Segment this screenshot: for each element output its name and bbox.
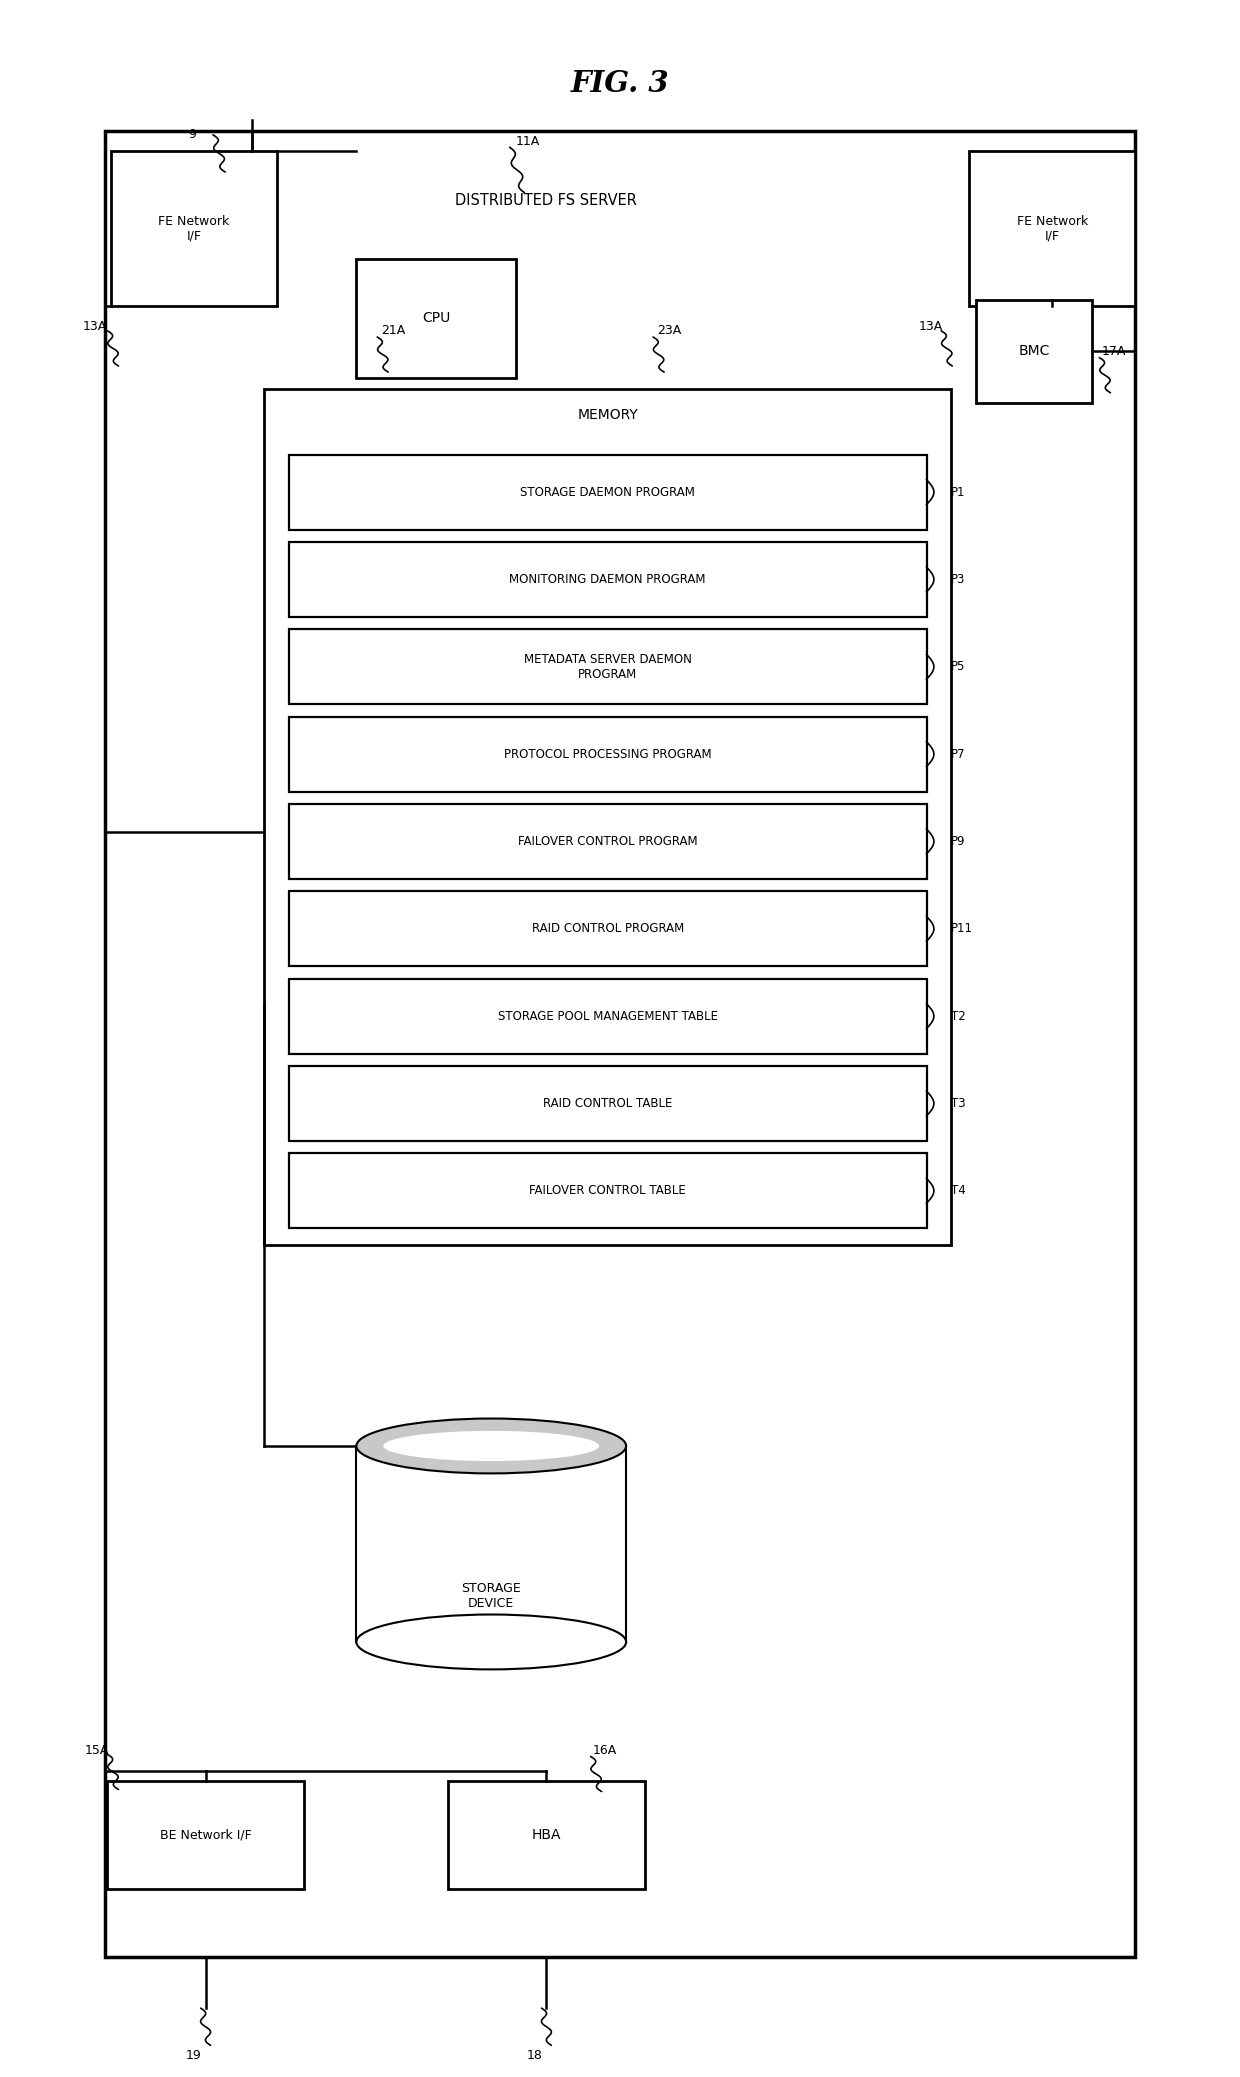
Bar bbox=[449, 1782, 645, 1888]
Text: 9: 9 bbox=[188, 129, 196, 141]
Text: DISTRIBUTED FS SERVER: DISTRIBUTED FS SERVER bbox=[455, 193, 637, 208]
Text: 11A: 11A bbox=[516, 135, 541, 147]
Text: P11: P11 bbox=[951, 922, 973, 935]
Text: FAILOVER CONTROL TABLE: FAILOVER CONTROL TABLE bbox=[529, 1184, 686, 1196]
Text: HBA: HBA bbox=[532, 1828, 562, 1842]
Text: MEMORY: MEMORY bbox=[578, 409, 639, 422]
Bar bbox=[264, 388, 951, 1244]
Text: MONITORING DAEMON PROGRAM: MONITORING DAEMON PROGRAM bbox=[510, 573, 706, 586]
Bar bbox=[289, 542, 926, 617]
Text: T4: T4 bbox=[951, 1184, 966, 1196]
Text: STORAGE DAEMON PROGRAM: STORAGE DAEMON PROGRAM bbox=[521, 486, 696, 498]
Text: CPU: CPU bbox=[422, 312, 450, 326]
Bar bbox=[289, 978, 926, 1053]
Ellipse shape bbox=[356, 1614, 626, 1670]
Text: P5: P5 bbox=[951, 660, 966, 673]
Text: 23A: 23A bbox=[657, 324, 681, 336]
Text: PROTOCOL PROCESSING PROGRAM: PROTOCOL PROCESSING PROGRAM bbox=[503, 748, 712, 760]
Bar bbox=[970, 152, 1135, 305]
Text: STORAGE
DEVICE: STORAGE DEVICE bbox=[461, 1581, 521, 1610]
Bar bbox=[289, 1153, 926, 1228]
Bar bbox=[108, 1782, 304, 1888]
Text: 27A: 27A bbox=[573, 1452, 598, 1464]
Ellipse shape bbox=[383, 1431, 599, 1460]
Text: P1: P1 bbox=[951, 486, 966, 498]
Text: FIG. 3: FIG. 3 bbox=[570, 69, 670, 98]
Text: P3: P3 bbox=[951, 573, 966, 586]
Ellipse shape bbox=[356, 1419, 626, 1473]
Text: FE Network
I/F: FE Network I/F bbox=[159, 214, 229, 243]
Text: STORAGE POOL MANAGEMENT TABLE: STORAGE POOL MANAGEMENT TABLE bbox=[497, 1009, 718, 1022]
Text: 16A: 16A bbox=[593, 1745, 618, 1757]
Text: 13A: 13A bbox=[83, 320, 107, 332]
Text: 18: 18 bbox=[526, 2050, 542, 2062]
Text: FAILOVER CONTROL PROGRAM: FAILOVER CONTROL PROGRAM bbox=[518, 835, 698, 847]
Text: FE Network
I/F: FE Network I/F bbox=[1017, 214, 1087, 243]
Bar bbox=[112, 152, 277, 305]
Text: T3: T3 bbox=[951, 1097, 966, 1109]
Bar bbox=[289, 891, 926, 966]
Text: T2: T2 bbox=[951, 1009, 966, 1022]
Bar bbox=[289, 455, 926, 530]
Bar bbox=[289, 717, 926, 791]
Bar bbox=[289, 804, 926, 879]
Text: BMC: BMC bbox=[1018, 345, 1049, 359]
Text: BE Network I/F: BE Network I/F bbox=[160, 1828, 252, 1842]
Text: 17A: 17A bbox=[1102, 345, 1126, 357]
Text: 19: 19 bbox=[186, 2050, 201, 2062]
Text: RAID CONTROL PROGRAM: RAID CONTROL PROGRAM bbox=[532, 922, 684, 935]
Text: 15A: 15A bbox=[84, 1745, 109, 1757]
Bar bbox=[105, 131, 1135, 1957]
Text: 13A: 13A bbox=[919, 320, 944, 332]
Bar bbox=[289, 629, 926, 704]
Bar bbox=[289, 1066, 926, 1140]
Text: P7: P7 bbox=[951, 748, 966, 760]
Bar bbox=[976, 299, 1092, 403]
Bar bbox=[356, 260, 516, 378]
Text: METADATA SERVER DAEMON
PROGRAM: METADATA SERVER DAEMON PROGRAM bbox=[523, 652, 692, 681]
Text: P9: P9 bbox=[951, 835, 966, 847]
Text: 21A: 21A bbox=[381, 324, 405, 336]
Bar bbox=[356, 1446, 626, 1643]
Text: RAID CONTROL TABLE: RAID CONTROL TABLE bbox=[543, 1097, 672, 1109]
